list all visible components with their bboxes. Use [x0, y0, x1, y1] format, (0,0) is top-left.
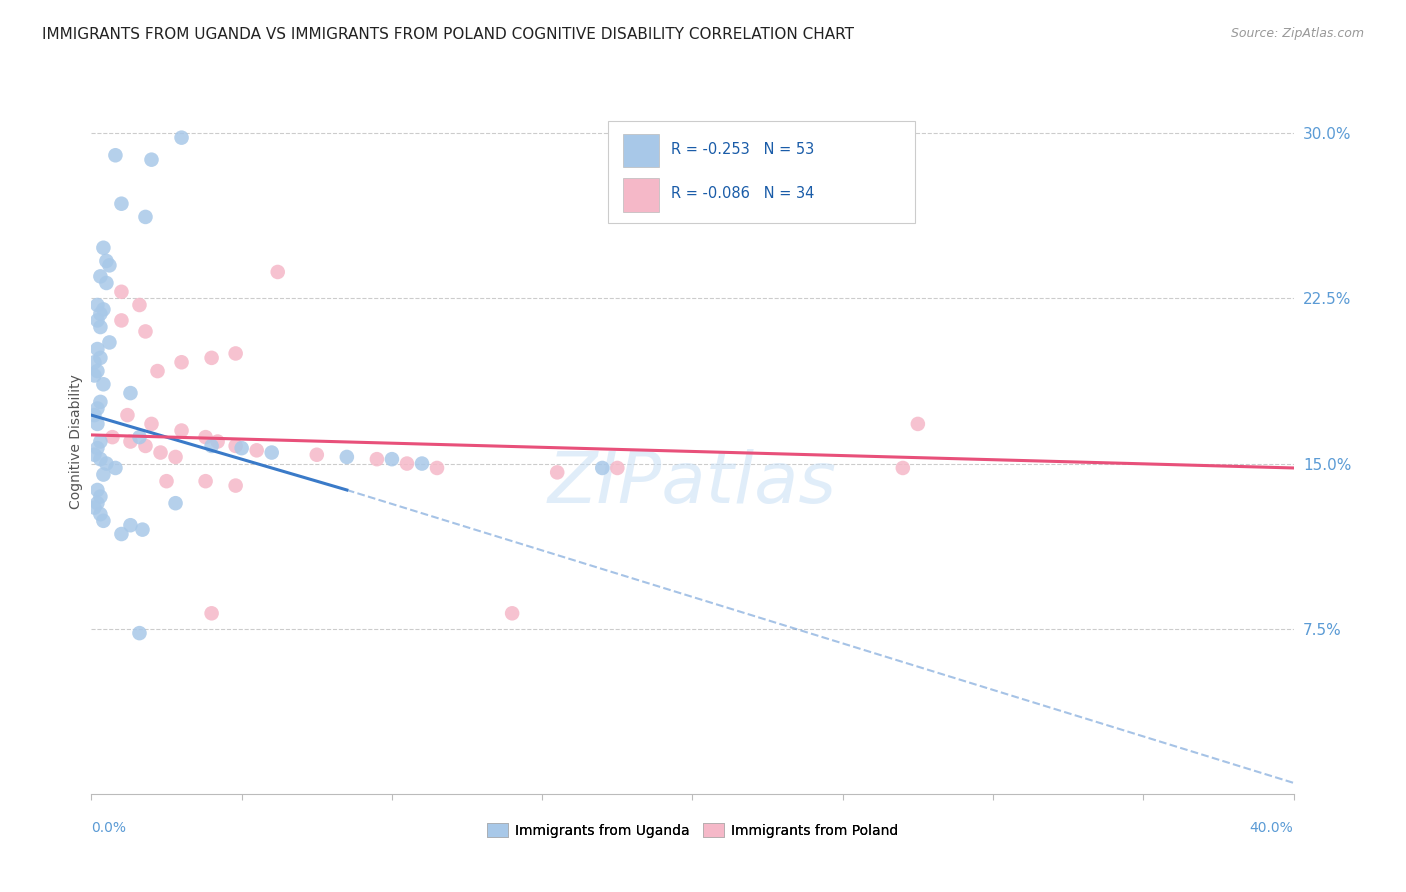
Point — [86, 298, 108, 312]
Point — [86, 313, 108, 327]
Point — [89, 269, 111, 284]
Text: IMMIGRANTS FROM UGANDA VS IMMIGRANTS FROM POLAND COGNITIVE DISABILITY CORRELATIO: IMMIGRANTS FROM UGANDA VS IMMIGRANTS FRO… — [42, 27, 855, 42]
Point — [83, 448, 105, 462]
Point — [83, 368, 105, 383]
Point — [426, 461, 449, 475]
Point — [93, 467, 115, 482]
Point — [83, 408, 105, 422]
Point — [89, 307, 111, 321]
Point — [411, 457, 433, 471]
Point — [83, 355, 105, 369]
Point — [89, 351, 111, 365]
Point — [201, 607, 224, 621]
Point — [86, 441, 108, 455]
Point — [194, 474, 217, 488]
Point — [93, 514, 115, 528]
Point — [110, 527, 132, 541]
Point — [89, 452, 111, 467]
Point — [134, 210, 156, 224]
Point — [104, 461, 127, 475]
Point — [93, 241, 115, 255]
Point — [194, 430, 217, 444]
FancyBboxPatch shape — [609, 121, 915, 223]
Point — [260, 445, 283, 459]
Point — [134, 439, 156, 453]
Point — [231, 441, 253, 455]
Point — [606, 461, 628, 475]
Point — [93, 377, 115, 392]
Text: 40.0%: 40.0% — [1250, 821, 1294, 835]
Point — [155, 474, 177, 488]
Point — [110, 313, 132, 327]
Point — [89, 490, 111, 504]
Point — [336, 450, 359, 464]
Point — [117, 408, 139, 422]
Point — [128, 298, 150, 312]
Point — [131, 523, 153, 537]
Point — [86, 417, 108, 431]
Point — [225, 478, 247, 492]
Point — [128, 626, 150, 640]
Point — [366, 452, 388, 467]
Point — [128, 430, 150, 444]
Point — [395, 457, 418, 471]
Point — [149, 445, 172, 459]
Point — [267, 265, 290, 279]
Point — [86, 496, 108, 510]
Point — [89, 395, 111, 409]
Point — [120, 518, 142, 533]
Point — [170, 130, 193, 145]
Point — [170, 355, 193, 369]
Point — [101, 430, 124, 444]
Point — [141, 417, 163, 431]
Point — [86, 364, 108, 378]
Text: R = -0.086   N = 34: R = -0.086 N = 34 — [671, 186, 814, 201]
Point — [891, 461, 914, 475]
Text: 0.0%: 0.0% — [91, 821, 127, 835]
Point — [201, 439, 224, 453]
Point — [120, 434, 142, 449]
Point — [546, 466, 568, 480]
Point — [225, 346, 247, 360]
Legend: Immigrants from Uganda, Immigrants from Poland: Immigrants from Uganda, Immigrants from … — [481, 817, 904, 843]
Point — [201, 351, 224, 365]
Point — [907, 417, 929, 431]
Point — [89, 434, 111, 449]
Text: ZIPatlas: ZIPatlas — [548, 450, 837, 518]
Point — [501, 607, 523, 621]
Text: R = -0.253   N = 53: R = -0.253 N = 53 — [671, 142, 814, 157]
Point — [110, 285, 132, 299]
Point — [305, 448, 328, 462]
Point — [98, 335, 121, 350]
Point — [110, 196, 132, 211]
Point — [83, 500, 105, 515]
Point — [104, 148, 127, 162]
Point — [141, 153, 163, 167]
Text: Source: ZipAtlas.com: Source: ZipAtlas.com — [1230, 27, 1364, 40]
Point — [207, 434, 229, 449]
Point — [165, 450, 187, 464]
Point — [146, 364, 169, 378]
Y-axis label: Cognitive Disability: Cognitive Disability — [69, 374, 83, 509]
Point — [86, 342, 108, 356]
Point — [89, 507, 111, 521]
Point — [134, 325, 156, 339]
Point — [86, 401, 108, 416]
Point — [120, 386, 142, 401]
Point — [89, 320, 111, 334]
Point — [225, 439, 247, 453]
Point — [93, 302, 115, 317]
Point — [86, 483, 108, 497]
Point — [170, 424, 193, 438]
FancyBboxPatch shape — [623, 178, 659, 211]
Point — [381, 452, 404, 467]
FancyBboxPatch shape — [623, 134, 659, 168]
Point — [96, 457, 118, 471]
Point — [98, 259, 121, 273]
Point — [96, 254, 118, 268]
Point — [165, 496, 187, 510]
Point — [246, 443, 269, 458]
Point — [96, 276, 118, 290]
Point — [591, 461, 613, 475]
